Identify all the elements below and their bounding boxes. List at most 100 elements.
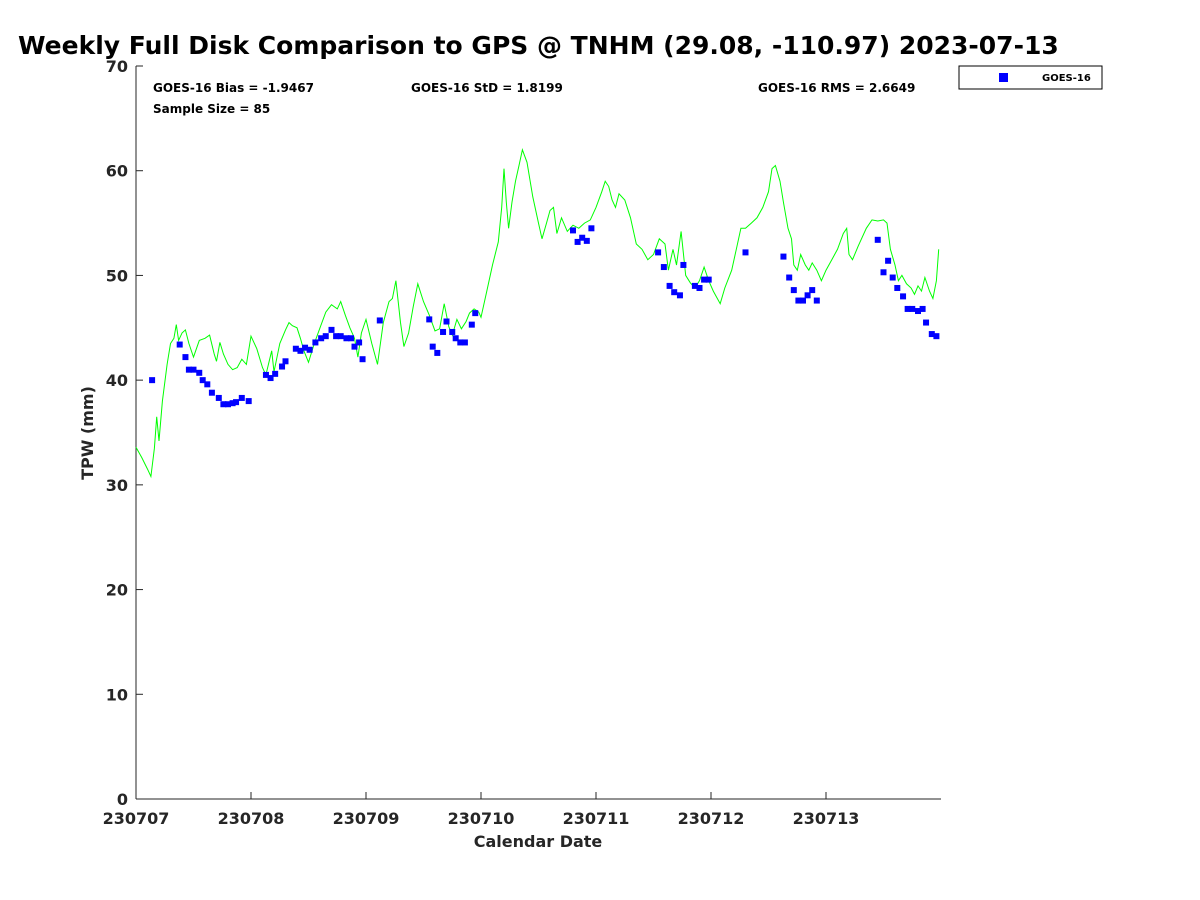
- y-tick-label: 50: [106, 266, 128, 285]
- goes-16-point: [351, 343, 358, 350]
- y-tick-label: 40: [106, 371, 128, 390]
- axes: 0 10 20 30 40 50 60 70 230707 230708 230709 230710 2…: [103, 57, 941, 828]
- legend-label: GOES-16: [1042, 73, 1091, 84]
- goes-16-point: [660, 264, 667, 271]
- gps-line: [135, 148, 940, 479]
- goes-16-point: [655, 249, 662, 256]
- goes-16-point: [434, 349, 441, 356]
- goes-16-point: [795, 297, 802, 304]
- goes-16-point: [279, 363, 286, 370]
- y-tick-label: 70: [106, 57, 128, 76]
- goes-16-point: [149, 377, 156, 384]
- goes-16-point: [880, 269, 887, 276]
- goes-16-point: [780, 253, 787, 260]
- bias-stat: GOES-16 Bias = -1.9467: [153, 81, 314, 95]
- legend-box: [958, 65, 1103, 90]
- goes-16-point: [701, 276, 708, 283]
- goes-16-point: [680, 261, 687, 268]
- goes-16-point: [225, 401, 231, 408]
- y-tick-label: 20: [106, 581, 128, 600]
- goes-16-point: [337, 333, 344, 340]
- goes-16-point: [705, 276, 712, 283]
- goes-16-point: [472, 310, 479, 317]
- goes-16-point: [318, 335, 325, 342]
- goes-16-point: [312, 339, 319, 346]
- goes-16-point: [457, 339, 464, 346]
- x-tick-label: 230709: [333, 809, 400, 828]
- x-axis-label: Calendar Date: [474, 832, 603, 851]
- goes-16-point: [429, 343, 436, 350]
- goes-16-point: [306, 346, 313, 353]
- rms-stat: GOES-16 RMS = 2.6649: [758, 81, 915, 95]
- goes-16-point: [928, 331, 935, 338]
- std-stat: GOES-16 StD = 1.8199: [411, 81, 563, 95]
- goes-16-point: [809, 287, 816, 294]
- legend: GOES-16: [958, 65, 1103, 90]
- goes-16-point: [919, 305, 926, 312]
- goes-16-point: [176, 341, 183, 348]
- goes-16-point: [233, 399, 240, 406]
- goes-16-point: [215, 394, 222, 401]
- goes-16-point: [452, 335, 459, 342]
- goes-16-point: [302, 344, 309, 351]
- goes-16-point: [267, 375, 274, 382]
- goes-16-point: [245, 398, 252, 405]
- goes-16-point: [229, 400, 236, 407]
- goes-16-point: [238, 394, 245, 401]
- goes-16-point: [885, 257, 892, 264]
- goes-16-point: [570, 227, 576, 234]
- goes-16-point: [579, 234, 586, 241]
- goes-16-point: [190, 366, 197, 373]
- legend-marker: [999, 73, 1008, 82]
- goes-16-series: [149, 225, 940, 408]
- goes-16-point: [900, 293, 907, 300]
- goes-16-point: [199, 377, 206, 384]
- goes-16-point: [292, 345, 299, 352]
- goes-16-point: [894, 284, 901, 291]
- y-tick-label: 0: [117, 790, 128, 809]
- goes-16-point: [915, 308, 921, 315]
- goes-16-point: [588, 225, 595, 232]
- goes-16-point: [904, 305, 911, 312]
- goes-16-point: [923, 319, 930, 326]
- x-tick-label: 230711: [563, 809, 630, 828]
- goes-16-point: [666, 282, 673, 289]
- x-tick-label: 230712: [678, 809, 745, 828]
- goes-16-point: [574, 238, 581, 245]
- y-tick-label: 30: [106, 476, 128, 495]
- goes-16-point: [426, 316, 433, 323]
- goes-16-point: [282, 358, 289, 365]
- goes-16-point: [220, 401, 227, 408]
- goes-16-point: [676, 292, 683, 299]
- goes-16-point: [204, 381, 211, 388]
- goes-16-point: [356, 339, 363, 346]
- x-tick-label: 230707: [103, 809, 170, 828]
- goes-16-point: [461, 339, 468, 346]
- goes-16-point: [874, 236, 881, 243]
- goes-16-point: [376, 317, 383, 324]
- goes-16-point: [583, 237, 590, 244]
- goes-16-point: [343, 335, 350, 342]
- y-axis-label: TPW (mm): [78, 386, 97, 480]
- goes-16-point: [790, 287, 797, 294]
- x-tick-label: 230708: [218, 809, 285, 828]
- x-tick-label: 230713: [793, 809, 860, 828]
- sample-size-stat: Sample Size = 85: [153, 102, 270, 116]
- goes-16-point: [696, 284, 703, 291]
- goes-16-point: [742, 249, 749, 256]
- goes-16-point: [889, 274, 896, 281]
- goes-16-point: [443, 318, 450, 325]
- goes-16-point: [691, 282, 698, 289]
- goes-16-point: [440, 328, 447, 335]
- x-tick-label: 230710: [448, 809, 515, 828]
- goes-16-point: [909, 305, 916, 312]
- goes-16-point: [185, 366, 192, 373]
- goes-16-point: [333, 333, 340, 340]
- goes-16-point: [786, 274, 793, 281]
- goes-16-point: [804, 292, 811, 299]
- goes-16-point: [468, 321, 475, 328]
- gps-series: [135, 148, 940, 479]
- goes-16-point: [272, 370, 279, 377]
- y-tick-label: 10: [106, 685, 128, 704]
